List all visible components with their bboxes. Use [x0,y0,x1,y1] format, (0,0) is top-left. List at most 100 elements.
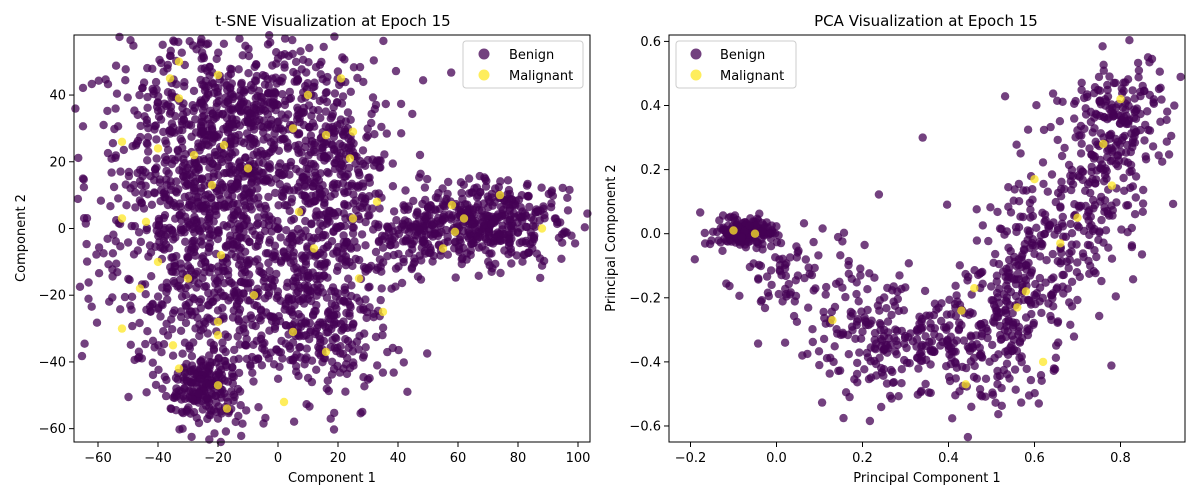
tsne-point-benign [558,238,567,247]
tsne-point-malignant [219,140,229,150]
tsne-point-benign [228,369,237,378]
tsne-point-benign [152,163,161,172]
tsne-point-benign [234,411,243,421]
pca-point-benign [1095,96,1105,105]
tsne-point-benign [339,238,348,247]
tsne-point-benign [299,266,308,275]
tsne-point-benign [293,182,303,192]
pca-point-benign [954,325,963,335]
tsne-point-benign [159,340,169,349]
pca-point-benign [1077,85,1086,95]
pca-point-benign [1156,83,1165,93]
tsne-point-benign [238,213,248,222]
pca-point-benign [752,243,761,253]
pca-point-benign [921,379,930,389]
tsne-point-benign [253,184,262,193]
tsne-point-benign [320,138,329,147]
tsne-point-benign [344,143,353,153]
pca-point-benign [883,317,893,326]
tsne-point-malignant [183,274,193,283]
tsne-point-benign [185,200,194,210]
tsne-point-benign [311,62,321,72]
tsne-point-benign [171,373,181,383]
tsne-point-benign [214,267,223,276]
tsne-point-benign [340,188,349,198]
tsne-point-malignant [165,74,175,83]
tsne-point-benign [255,261,264,271]
tsne-point-benign [207,78,217,87]
pca-point-benign [1168,199,1178,209]
tsne-point-benign [152,85,161,94]
pca-point-benign [972,374,981,383]
tsne-point-benign [394,249,403,259]
tsne-point-benign [203,88,213,98]
tsne-point-malignant [141,217,151,226]
pca-point-benign [766,266,776,275]
pca-point-benign [1085,269,1094,278]
tsne-point-benign [327,286,336,296]
pca-point-benign [1091,179,1100,188]
pca-point-benign [1067,247,1076,256]
tsne-point-benign [248,368,257,377]
pca-point-benign [1127,242,1137,252]
tsne-point-benign [375,255,385,264]
pca-point-benign [894,392,903,401]
tsne-point-benign [177,387,186,396]
pca-point-benign [1101,226,1111,235]
tsne-point-benign [319,336,329,346]
tsne-point-benign [197,117,206,127]
pca-point-benign [1038,158,1048,167]
pca-point-benign [1089,195,1098,205]
tsne-point-benign [226,293,235,302]
tsne-point-benign [143,156,152,165]
pca-point-benign [817,398,827,407]
tsne-point-benign [396,99,406,109]
pca-point-benign [1121,148,1131,157]
tsne-point-benign [209,405,219,414]
tsne-point-malignant [348,214,358,223]
tsne-point-benign [324,386,333,396]
tsne-ylabel: Component 2 [14,194,29,282]
pca-point-benign [875,319,885,328]
tsne-point-benign [131,203,140,212]
pca-point-benign [895,271,904,280]
tsne-point-benign [233,332,242,341]
tsne-point-benign [314,106,323,115]
pca-point-benign [853,378,862,387]
tsne-x-tick-label: 0 [274,451,282,466]
tsne-x-tick-label: 40 [390,451,407,466]
tsne-point-benign [213,87,222,97]
pca-point-benign [1040,210,1050,219]
pca-legend-box [675,40,797,89]
tsne-point-benign [196,375,205,384]
tsne-point-benign [333,289,343,298]
pca-point-benign [775,261,785,270]
pca-point-benign [1134,73,1143,82]
pca-point-benign [825,369,834,378]
tsne-point-benign [205,243,214,253]
pca-legend-benign-marker [690,48,702,60]
pca-point-benign [1071,96,1080,106]
tsne-point-benign [305,43,314,53]
tsne-point-benign [228,200,237,209]
pca-point-benign [1011,279,1021,289]
pca-point-benign [780,338,790,347]
tsne-point-benign [275,179,284,189]
tsne-point-benign [415,226,424,235]
pca-point-benign [1048,289,1058,298]
tsne-point-benign [563,193,572,202]
tsne-point-benign [437,228,446,237]
pca-point-benign [771,229,780,238]
pca-point-benign [1053,135,1062,145]
tsne-point-benign [307,219,316,228]
pca-point-benign [972,236,982,245]
tsne-point-benign [307,111,316,121]
tsne-point-benign [349,63,359,72]
tsne-point-benign [181,318,191,328]
tsne-point-benign [230,225,240,234]
pca-point-benign [1048,89,1058,98]
tsne-point-benign [359,303,368,313]
tsne-point-benign [353,73,362,83]
tsne-point-benign [304,199,313,208]
tsne-point-benign [329,320,339,329]
